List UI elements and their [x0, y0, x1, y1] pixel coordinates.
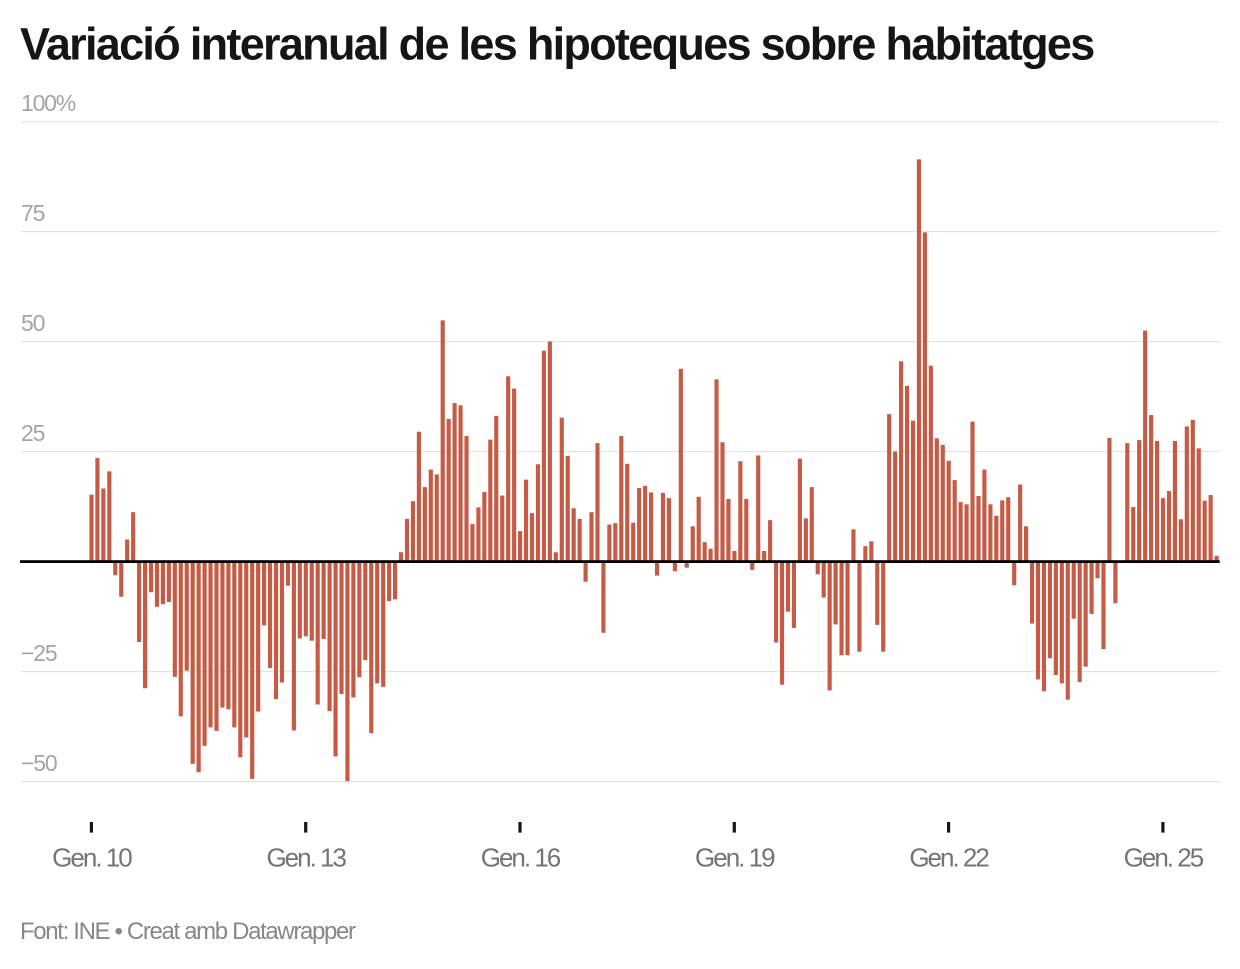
svg-text:Gen. 25: Gen. 25 [1124, 843, 1204, 873]
svg-text:Gen. 13: Gen. 13 [266, 843, 346, 873]
svg-text:75: 75 [21, 200, 45, 226]
svg-text:50: 50 [21, 310, 45, 336]
svg-text:Font: INE • Creat amb Datawrap: Font: INE • Creat amb Datawrapper [20, 918, 356, 945]
svg-text:Gen. 10: Gen. 10 [52, 843, 132, 873]
svg-text:100%: 100% [21, 90, 76, 116]
svg-text:25: 25 [21, 420, 45, 446]
svg-text:−50: −50 [21, 750, 57, 776]
svg-text:−25: −25 [21, 640, 57, 666]
svg-text:Gen. 19: Gen. 19 [695, 843, 775, 873]
svg-text:Gen. 22: Gen. 22 [909, 843, 989, 873]
svg-text:Gen. 16: Gen. 16 [481, 843, 561, 873]
svg-text:Variació interanual de les hip: Variació interanual de les hipoteques so… [20, 19, 1094, 70]
